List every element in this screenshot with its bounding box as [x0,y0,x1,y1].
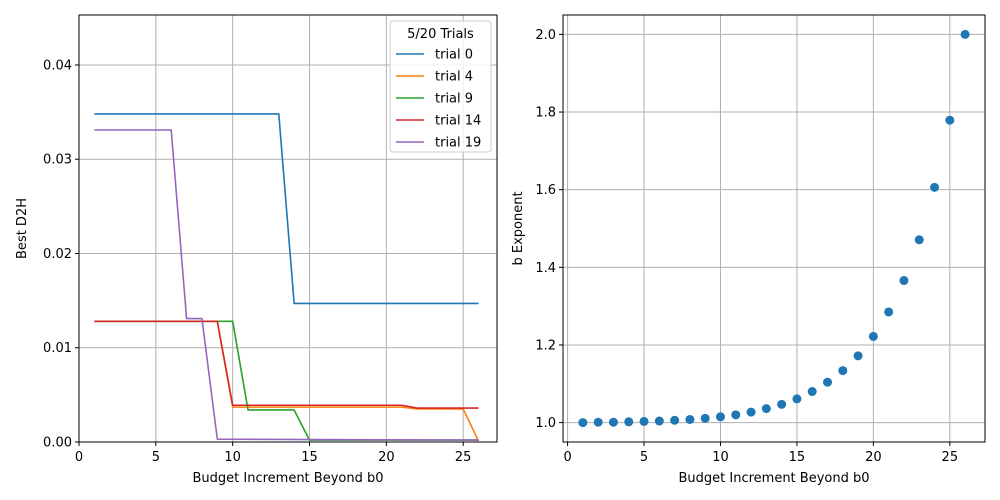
b-exponent-y-axis-label: b Exponent [511,191,526,265]
d2h-x-tick-label: 0 [75,450,83,465]
d2h-x-tick-label: 20 [378,450,395,465]
scatter-point [807,387,817,397]
scatter-point [593,417,603,427]
b-exponent-y-tick-label: 1.8 [535,106,556,121]
b-exponent-x-tick-label: 0 [563,450,571,465]
d2h-x-tick-label: 5 [152,450,160,465]
d2h-x-axis-label: Budget Increment Beyond b0 [192,471,383,486]
series-line-trial-19 [94,129,479,441]
d2h-y-axis-label: Best D2H [15,198,30,259]
d2h-x-tick-label: 15 [301,450,318,465]
d2h-x-tick-label: 25 [455,450,472,465]
b-exponent-grid [563,15,985,442]
scatter-point [930,182,940,192]
b-exponent-y-tick-label: 1.6 [535,183,556,198]
b-exponent-ticks: 0 5 10 15 20 25 1.0 1.2 1.4 1.6 1.8 2.0 [535,28,958,465]
d2h-series-lines [94,113,480,442]
b-exponent-points [578,29,970,428]
d2h-y-tick-label: 0.04 [43,58,72,73]
legend: 5/20 Trials trial 0 trial 4 trial 9 trial 1… [389,20,492,153]
scatter-point [685,414,695,424]
d2h-y-tick-label: 0.02 [43,247,72,262]
d2h-ticks: 0 5 10 15 20 25 0.00 0.01 0.02 0.03 0.04 [43,58,471,465]
legend-label-trial-4: trial 4 [435,70,473,85]
scatter-point [960,29,970,39]
scatter-point [868,331,878,341]
b-exponent-y-tick-label: 1.4 [535,261,556,276]
legend-label-trial-14: trial 14 [435,114,481,129]
scatter-point [761,404,771,414]
scatter-point [670,415,680,425]
scatter-point [899,276,909,286]
scatter-point [777,399,787,409]
d2h-y-tick-label: 0.03 [43,153,72,168]
b-exponent-y-tick-label: 1.0 [535,416,556,431]
scatter-point [853,351,863,361]
scatter-point [731,410,741,420]
d2h-line-chart: 0 5 10 15 20 25 0.00 0.01 0.02 0.03 0.04 Budget In… [15,14,498,486]
scatter-point [700,413,710,423]
b-exponent-x-axis-label: Budget Increment Beyond b0 [678,471,869,486]
b-exponent-axes-frame [562,14,986,443]
b-exponent-x-tick-label: 5 [640,450,648,465]
series-line-trial-14 [94,320,479,409]
b-exponent-x-tick-label: 25 [942,450,959,465]
b-exponent-y-tick-label: 2.0 [535,28,556,43]
d2h-y-tick-label: 0.00 [43,436,72,451]
b-exponent-scatter-chart: 0 5 10 15 20 25 1.0 1.2 1.4 1.6 1.8 2.0 Budget Incr… [511,14,986,486]
d2h-x-tick-label: 10 [224,450,241,465]
scatter-point [578,418,588,428]
legend-label-trial-9: trial 9 [435,92,473,107]
legend-label-trial-19: trial 19 [435,136,481,151]
d2h-y-tick-label: 0.01 [43,341,72,356]
scatter-point [884,307,894,317]
scatter-point [945,115,955,125]
scatter-point [654,416,664,426]
b-exponent-x-tick-label: 10 [712,450,729,465]
legend-entries: trial 0 trial 4 trial 9 trial 14 trial 19 [396,48,481,151]
scatter-point [914,235,924,245]
scatter-point [639,416,649,426]
legend-label-trial-0: trial 0 [435,48,473,63]
scatter-point [838,366,848,376]
d2h-axes-frame [78,14,498,443]
scatter-point [792,394,802,404]
scatter-point [608,417,618,427]
b-exponent-x-tick-label: 20 [865,450,882,465]
legend-title: 5/20 Trials [407,27,474,42]
b-exponent-x-tick-label: 15 [789,450,806,465]
scatter-point [715,412,725,422]
scatter-point [746,407,756,417]
b-exponent-y-tick-label: 1.2 [535,338,556,353]
series-line-trial-0 [94,113,479,305]
scatter-point [624,417,634,427]
scatter-point [823,377,833,387]
